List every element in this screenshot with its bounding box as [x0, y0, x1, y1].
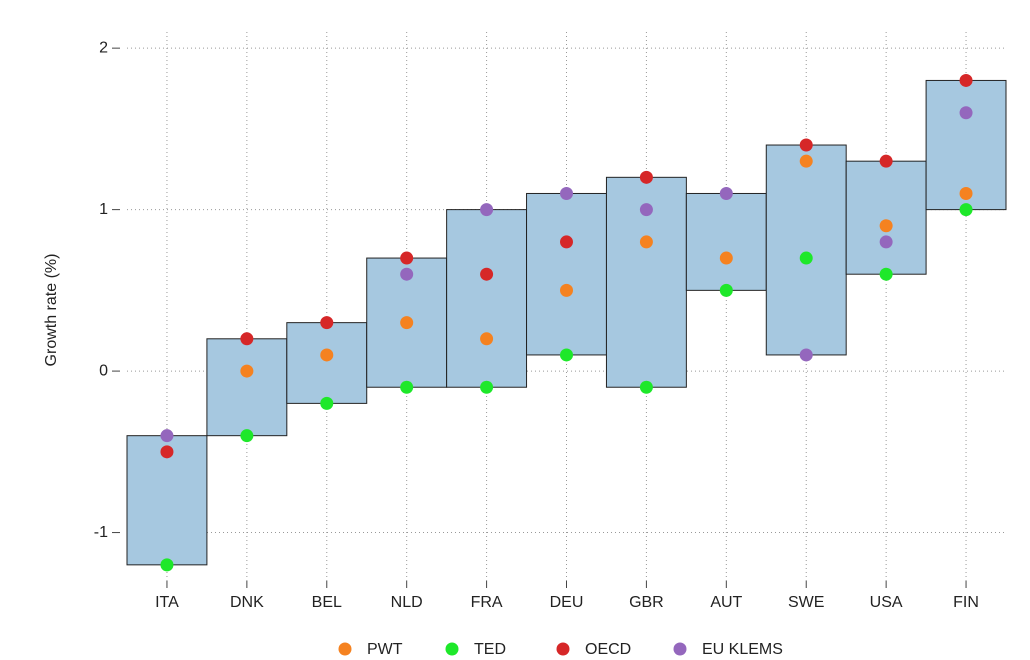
- x-tick-label: BEL: [312, 594, 342, 611]
- x-tick-label: ITA: [155, 594, 179, 611]
- x-tick-label: DNK: [230, 594, 264, 611]
- dot: [799, 348, 813, 362]
- x-tick-label: USA: [870, 594, 903, 611]
- dot: [240, 429, 254, 443]
- dot: [959, 106, 973, 120]
- legend-label: TED: [474, 641, 506, 658]
- range-box: [446, 209, 528, 388]
- dot: [639, 380, 653, 394]
- dot: [719, 251, 733, 265]
- dot: [879, 235, 893, 249]
- range-box: [526, 192, 607, 356]
- range-box: [206, 338, 288, 437]
- legend-marker: [556, 642, 570, 656]
- dot: [560, 283, 573, 297]
- y-axis-label: Growth rate (%): [43, 254, 60, 367]
- dot: [959, 186, 973, 200]
- x-tick-label: SWE: [788, 594, 824, 611]
- x-tick-label: DEU: [550, 594, 584, 611]
- dot: [959, 73, 973, 87]
- y-tick-label: -1: [94, 524, 108, 541]
- dot: [400, 316, 414, 330]
- dot: [480, 380, 494, 394]
- dot: [400, 380, 414, 394]
- dot: [879, 267, 893, 281]
- dot: [480, 203, 494, 217]
- dot: [400, 251, 414, 265]
- dot: [719, 186, 733, 200]
- y-tick-label: 2: [99, 39, 108, 56]
- x-tick-label: GBR: [629, 594, 664, 611]
- legend-label: OECD: [585, 641, 631, 658]
- dot: [160, 429, 174, 443]
- dot: [320, 316, 334, 330]
- range-box: [765, 144, 847, 356]
- range-box: [286, 322, 368, 404]
- dot: [320, 396, 334, 410]
- dot: [799, 154, 813, 168]
- dot: [639, 203, 653, 217]
- dot: [639, 235, 653, 249]
- dot: [879, 219, 893, 233]
- dot: [240, 364, 254, 378]
- legend-marker: [445, 642, 459, 656]
- dot: [160, 558, 174, 572]
- x-tick-label: FRA: [471, 594, 503, 611]
- range-box: [845, 160, 927, 275]
- dot: [320, 348, 334, 362]
- x-tick-label: AUT: [710, 594, 742, 611]
- dot: [400, 267, 414, 281]
- x-tick-label: NLD: [391, 594, 423, 611]
- legend-marker: [338, 642, 352, 656]
- dot: [560, 186, 573, 200]
- y-tick-label: 1: [99, 201, 108, 218]
- dot: [240, 332, 254, 346]
- dot: [959, 203, 973, 217]
- dot: [799, 251, 813, 265]
- dot: [480, 267, 494, 281]
- legend-label: EU KLEMS: [702, 641, 783, 658]
- legend-marker: [673, 642, 687, 656]
- y-tick-label: 0: [99, 362, 108, 379]
- dot: [639, 170, 653, 184]
- range-box: [685, 192, 767, 291]
- dot: [480, 332, 494, 346]
- x-tick-label: FIN: [953, 594, 979, 611]
- dot: [799, 138, 813, 152]
- dot: [879, 154, 893, 168]
- dot: [560, 235, 573, 249]
- dot: [719, 283, 733, 297]
- dot: [560, 348, 573, 362]
- legend-label: PWT: [367, 641, 403, 658]
- dot: [160, 445, 174, 459]
